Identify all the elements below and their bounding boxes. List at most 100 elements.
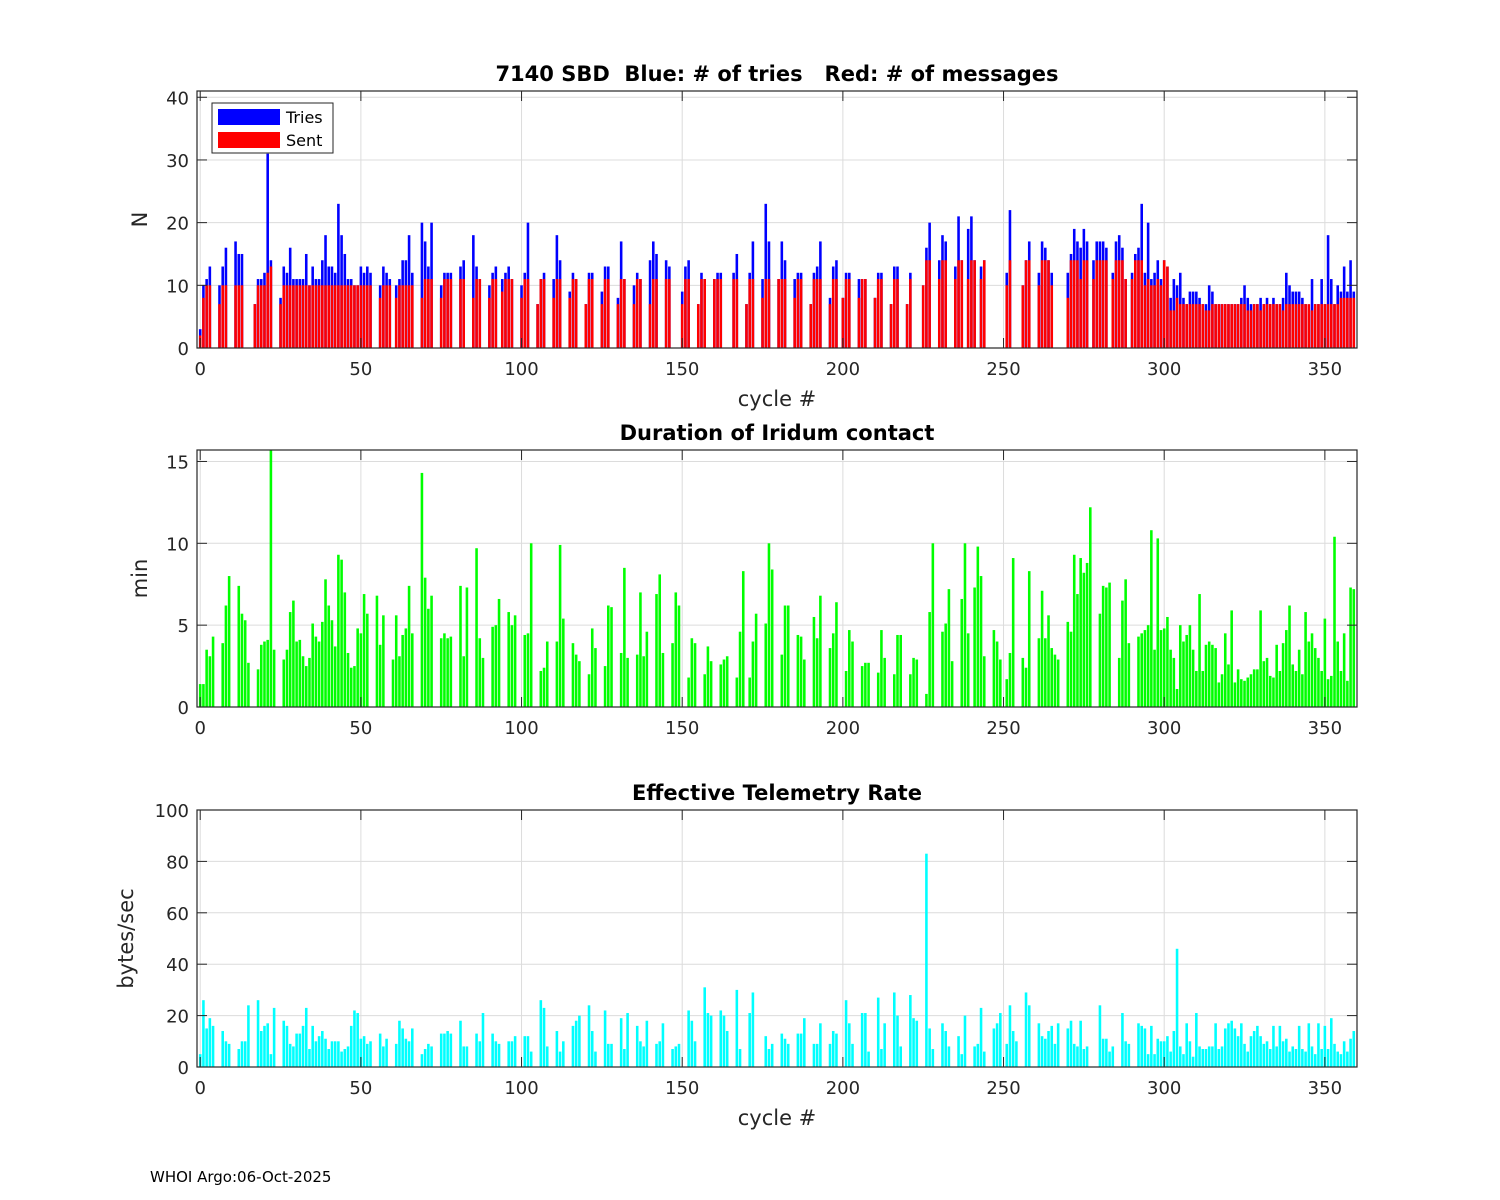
bar-rate-203 bbox=[851, 1043, 854, 1067]
bar-rate-262 bbox=[1040, 1036, 1044, 1067]
bar-tries-43 bbox=[337, 203, 340, 348]
bar-duration-326 bbox=[1246, 677, 1250, 707]
bar-sent-27 bbox=[285, 285, 289, 348]
bar-rate-266 bbox=[1053, 1043, 1057, 1067]
bar-duration-182 bbox=[783, 605, 787, 707]
bar-duration-163 bbox=[722, 659, 726, 707]
bar-duration-13 bbox=[240, 613, 244, 707]
bar-sent-19 bbox=[259, 285, 263, 348]
bar-rate-29 bbox=[292, 1046, 295, 1067]
bar-duration-26 bbox=[282, 659, 286, 707]
bar-sent-48 bbox=[353, 285, 356, 348]
bar-sent-100 bbox=[520, 297, 523, 348]
bar-duration-172 bbox=[751, 641, 755, 707]
bar-sent-356 bbox=[1342, 297, 1346, 348]
bar-sent-160 bbox=[713, 279, 716, 348]
bar-sent-64 bbox=[404, 285, 408, 348]
bar-rate-103 bbox=[529, 1051, 533, 1067]
bar-duration-251 bbox=[1005, 679, 1009, 707]
bar-rate-316 bbox=[1214, 1023, 1217, 1067]
bar-tries-21 bbox=[266, 153, 269, 348]
bar-sent-303 bbox=[1172, 310, 1176, 348]
bar-duration-271 bbox=[1069, 631, 1073, 707]
bar-rate-132 bbox=[623, 1049, 626, 1067]
bar-sent-198 bbox=[835, 279, 838, 348]
y-tick-label: 10 bbox=[166, 276, 189, 297]
bar-duration-234 bbox=[950, 661, 954, 707]
bar-duration-103 bbox=[529, 543, 533, 707]
bar-sent-299 bbox=[1159, 285, 1163, 348]
bar-duration-169 bbox=[741, 571, 745, 707]
bar-duration-88 bbox=[481, 657, 485, 707]
bar-sent-327 bbox=[1249, 310, 1253, 348]
bar-rate-265 bbox=[1050, 1025, 1054, 1067]
bar-sent-101 bbox=[523, 279, 527, 348]
bar-rate-34 bbox=[308, 1049, 311, 1067]
bar-rate-2 bbox=[205, 1028, 208, 1067]
bar-duration-238 bbox=[963, 543, 967, 707]
bar-rate-312 bbox=[1201, 1049, 1205, 1067]
bar-rate-43 bbox=[337, 1041, 340, 1067]
plot-area bbox=[197, 810, 1357, 1067]
bar-duration-348 bbox=[1317, 657, 1320, 707]
bar-duration-356 bbox=[1342, 633, 1346, 707]
bar-rate-13 bbox=[240, 1041, 244, 1067]
bar-sent-29 bbox=[292, 285, 295, 348]
bar-sent-270 bbox=[1066, 297, 1070, 348]
bar-duration-1 bbox=[202, 684, 205, 707]
bar-sent-322 bbox=[1233, 304, 1237, 348]
bar-sent-7 bbox=[221, 285, 224, 348]
x-tick-label: 200 bbox=[826, 359, 860, 380]
bar-sent-37 bbox=[317, 285, 321, 348]
bar-sent-210 bbox=[873, 297, 877, 348]
bar-rate-354 bbox=[1336, 1051, 1340, 1067]
bar-rate-349 bbox=[1320, 1049, 1323, 1067]
bar-sent-59 bbox=[388, 285, 392, 348]
bar-sent-351 bbox=[1326, 304, 1330, 348]
bar-duration-164 bbox=[725, 656, 729, 707]
bar-duration-97 bbox=[510, 625, 514, 707]
bar-sent-315 bbox=[1211, 304, 1214, 348]
bar-rate-243 bbox=[979, 1007, 983, 1067]
bar-rate-32 bbox=[301, 1025, 305, 1067]
bar-sent-106 bbox=[539, 279, 543, 348]
bar-rate-343 bbox=[1301, 1049, 1304, 1067]
bar-duration-177 bbox=[767, 543, 771, 707]
bar-sent-330 bbox=[1259, 310, 1262, 348]
bar-rate-8 bbox=[224, 1041, 228, 1067]
bar-sent-31 bbox=[298, 285, 302, 348]
bar-duration-121 bbox=[587, 674, 591, 707]
bar-rate-101 bbox=[523, 1036, 527, 1067]
bar-duration-358 bbox=[1349, 587, 1352, 707]
bar-rate-251 bbox=[1005, 1043, 1009, 1067]
bar-rate-258 bbox=[1027, 1005, 1031, 1067]
bar-sent-51 bbox=[362, 285, 366, 348]
bar-rate-33 bbox=[304, 1007, 308, 1067]
bar-sent-92 bbox=[494, 279, 498, 348]
bar-duration-350 bbox=[1323, 618, 1327, 707]
bar-sent-56 bbox=[378, 297, 382, 348]
bar-duration-178 bbox=[770, 569, 774, 707]
bar-rate-41 bbox=[330, 1041, 334, 1067]
bar-rate-152 bbox=[687, 1010, 690, 1067]
bar-duration-28 bbox=[288, 612, 292, 707]
bar-sent-295 bbox=[1146, 279, 1150, 348]
bar-duration-108 bbox=[545, 641, 549, 707]
bar-rate-65 bbox=[407, 1041, 411, 1067]
bar-rate-324 bbox=[1240, 1023, 1243, 1067]
bar-rate-319 bbox=[1223, 1028, 1227, 1067]
bar-sent-323 bbox=[1236, 304, 1240, 348]
bar-duration-354 bbox=[1336, 641, 1340, 707]
x-tick-label: 300 bbox=[1147, 359, 1181, 380]
bar-rate-272 bbox=[1072, 1043, 1076, 1067]
bar-rate-75 bbox=[439, 1033, 443, 1067]
bar-duration-57 bbox=[382, 615, 385, 707]
bar-rate-198 bbox=[835, 1033, 838, 1067]
bar-rate-288 bbox=[1124, 1041, 1127, 1067]
bar-duration-318 bbox=[1220, 674, 1224, 707]
bar-sent-324 bbox=[1240, 304, 1243, 348]
bar-duration-122 bbox=[590, 628, 594, 707]
bar-duration-191 bbox=[812, 616, 816, 707]
bar-sent-334 bbox=[1272, 304, 1275, 348]
bar-sent-258 bbox=[1027, 260, 1031, 348]
